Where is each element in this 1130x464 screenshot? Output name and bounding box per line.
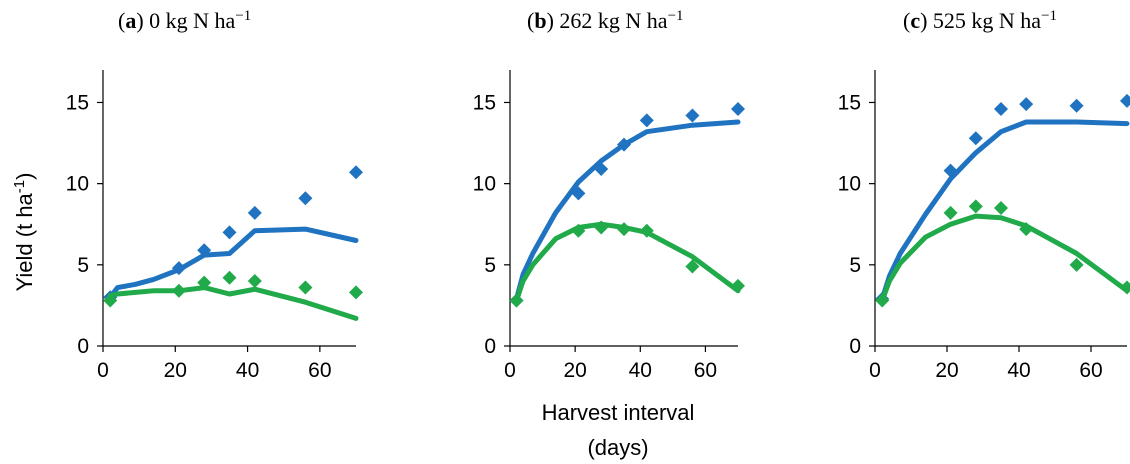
panel-b-series-green-point [731,278,745,293]
panel-a-series-green-point [103,293,118,308]
panel-b-series-blue-point [639,113,654,128]
panel-a-series-blue-point [247,205,262,220]
panel-b-plot: 0 5 10 15 0 20 40 60 [473,70,745,382]
panel-a-x-tick-label: 60 [308,359,331,382]
panel-a-title-text: 0 kg N ha [144,8,236,33]
panel-c-title: (c) 525 kg N ha−1 [903,8,1057,33]
panel-a-x-tick-label: 40 [236,359,259,382]
panel-c-y-tick-label: 15 [838,91,861,114]
panel-b-series-green-point [617,222,631,237]
panel-c-series-blue-point [968,131,983,146]
panel-c-series-green-point [1069,257,1084,272]
panel-c-series-green-point [943,205,958,220]
panel-c-letter: c [910,8,920,33]
panel-a-title: (a) 0 kg N ha−1 [118,8,251,33]
panel-b-series-blue-point [731,101,745,116]
panel-b-series-green-point [639,223,654,238]
panel-a-series-blue-point [171,261,186,276]
panel-b-series-green-point [685,259,700,274]
panel-c-y-tick-label: 10 [838,173,861,196]
panel-a-y-tick-label: 0 [77,335,89,358]
panel-c-title-text: 525 kg N ha [927,8,1041,33]
panel-c-x-tick-label: 0 [869,359,881,382]
panel-b-series-green-line [514,221,741,303]
x-axis-label-line1: Harvest interval [542,400,695,425]
x-axis-label-line2: (days) [587,435,648,460]
panel-c-series-blue-point [1120,93,1130,108]
panel-a-series-blue-line [107,226,359,300]
panel-c-series-blue-point [1069,98,1084,113]
panel-a-series-green-point [349,285,363,300]
panel-a-letter: a [125,8,136,33]
panel-c-y-tick-label: 5 [849,254,861,277]
panel-a-y-tick-label: 15 [66,91,89,114]
panel-b-title-sup: −1 [668,8,684,24]
panel-b-series-green-point [571,223,586,238]
panel-a-series-green-point [222,270,237,285]
panel-c-x-tick-label: 40 [1007,359,1030,382]
y-axis-label-sup: -1 [11,180,28,193]
y-axis-label: Yield (t ha-1) [11,173,37,292]
panel-c-series-blue-line [879,119,1130,302]
panel-b-x-tick-label: 0 [504,359,516,382]
panel-b-x-tick-label: 20 [563,359,586,382]
panel-a-series-blue-point [222,225,237,240]
panel-b-x-tick-label: 60 [694,359,717,382]
panel-a-series-blue-point [197,243,212,258]
panel-b-series-blue-point [571,186,586,201]
panel-b-title-text: 262 kg N ha [554,8,668,33]
panel-b-x-tick-label: 40 [629,359,652,382]
panel-c-series-green-point [875,293,890,308]
panel-a-x-tick-label: 0 [97,359,109,382]
panel-a-y-tick-label: 5 [77,254,89,277]
panel-a-series-green-point [247,274,262,289]
panel-a-series-green-point [197,275,212,290]
panel-a-plot: 0 5 10 15 0 20 40 60 [66,70,363,382]
panel-a-x-tick-label: 20 [164,359,187,382]
panel-c-series-blue-point [994,101,1008,116]
panel-a-series-blue-point [298,191,313,206]
panel-c-y-tick-label: 0 [849,335,861,358]
panel-c-series-blue-point [943,163,958,178]
panel-c-plot: 0 5 10 15 0 20 40 60 [838,70,1130,382]
panel-b-series-blue-line [514,119,741,302]
panel-b-series-green-point [509,293,524,308]
panel-b-series-blue-point [685,108,700,123]
panel-b-letter: b [534,8,546,33]
panel-b-title: (b) 262 kg N ha−1 [527,8,684,33]
panel-c-series-green-point [1120,280,1130,295]
panel-b-series-green-point [594,220,609,235]
panel-a-series-green-line [107,285,359,321]
panel-a-title-sup: −1 [235,8,251,24]
panel-c-series-green-line [879,213,1130,303]
panel-c-title-sup: −1 [1041,8,1057,24]
panel-c-series-blue-point [1019,97,1034,112]
panel-b-series-blue-point [617,137,631,152]
panel-b-y-tick-label: 5 [484,254,496,277]
panel-a-series-blue-point [349,165,363,180]
panel-c-series-green-point [1019,222,1034,237]
panel-c-series-green-point [968,199,983,214]
panel-c-series-green-point [994,201,1008,215]
panel-a-series-green-point [298,280,313,295]
panel-a-series-green-point [171,283,186,298]
panel-a-y-tick-label: 10 [66,173,89,196]
panel-b-y-tick-label: 0 [484,335,496,358]
panel-b-series-blue-point [594,162,609,177]
panel-c-x-tick-label: 20 [935,359,958,382]
panel-b-y-tick-label: 10 [473,173,496,196]
panel-b-y-tick-label: 15 [473,91,496,114]
panel-c-x-tick-label: 60 [1079,359,1102,382]
